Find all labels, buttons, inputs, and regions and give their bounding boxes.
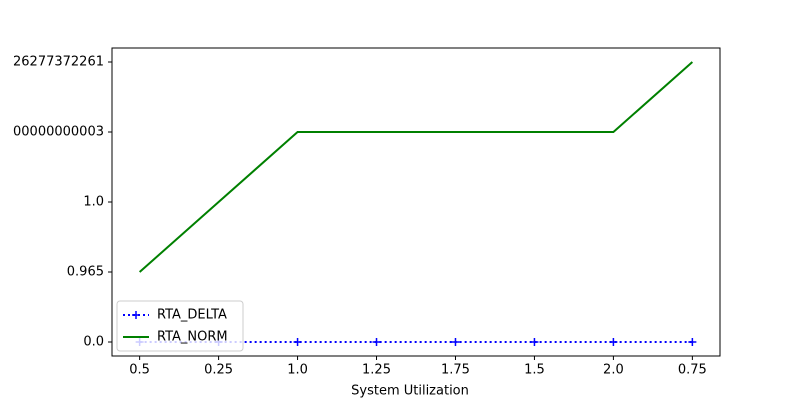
y-tick-label: 0.0 xyxy=(83,335,104,350)
legend-marker xyxy=(132,311,140,319)
marker xyxy=(609,338,618,346)
y-tick-label: 0.965 xyxy=(67,265,104,280)
x-tick-label: 0.25 xyxy=(204,363,233,378)
x-tick-label: 0.5 xyxy=(129,363,150,378)
y-tick-label: 00000000003 xyxy=(13,125,104,140)
marker xyxy=(293,338,302,346)
y-tick-label: 1.0 xyxy=(83,195,104,210)
marker xyxy=(372,338,381,346)
legend-label: RTA_DELTA xyxy=(157,308,227,323)
x-tick-label: 1.25 xyxy=(362,363,391,378)
y-tick-label: 26277372261 xyxy=(13,55,104,70)
marker xyxy=(688,338,697,346)
legend-label: RTA_NORM xyxy=(157,330,228,345)
marker xyxy=(451,338,460,346)
x-tick-label: 1.75 xyxy=(441,363,470,378)
x-axis-label: System Utilization xyxy=(351,384,469,399)
marker xyxy=(530,338,539,346)
x-tick-label: 2.0 xyxy=(603,363,624,378)
x-tick-label: 1.0 xyxy=(287,363,308,378)
series-line xyxy=(138,61,694,273)
x-tick-label: 0.75 xyxy=(678,363,707,378)
x-tick-label: 1.5 xyxy=(524,363,545,378)
legend-box xyxy=(116,300,244,352)
